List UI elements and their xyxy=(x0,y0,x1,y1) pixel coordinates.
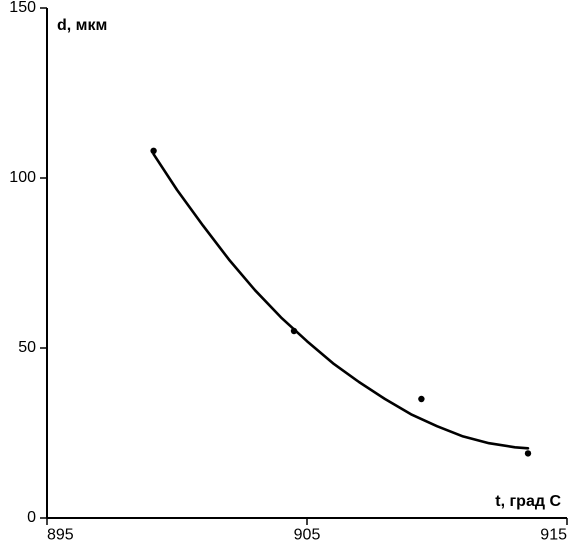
data-point xyxy=(418,396,424,402)
y-tick-label: 150 xyxy=(9,0,36,16)
data-point xyxy=(525,450,531,456)
y-tick-label: 100 xyxy=(9,169,36,186)
x-tick-label: 915 xyxy=(540,526,567,543)
x-axis-title: t, град С xyxy=(495,493,561,510)
scatter-chart: 0 50 100 150 895 905 915 d, мкм t, град С xyxy=(0,0,585,552)
x-tick-label: 905 xyxy=(294,526,321,543)
data-point xyxy=(150,148,156,154)
y-axis-title: d, мкм xyxy=(57,17,107,34)
chart-background xyxy=(0,0,585,552)
data-point xyxy=(291,328,297,334)
y-tick-label: 0 xyxy=(27,509,36,526)
chart-container: 0 50 100 150 895 905 915 d, мкм t, град С xyxy=(0,0,585,552)
x-tick-label: 895 xyxy=(47,526,74,543)
y-tick-label: 50 xyxy=(18,339,36,356)
